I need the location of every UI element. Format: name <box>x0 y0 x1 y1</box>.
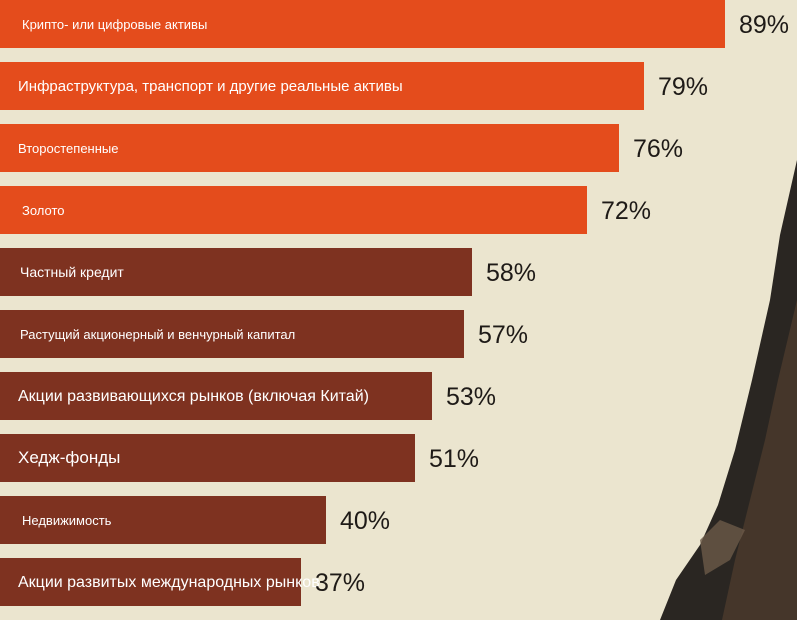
bar-category-label: Растущий акционерный и венчурный капитал <box>20 327 295 342</box>
bar-value-label: 76% <box>633 135 683 163</box>
bar <box>0 372 432 420</box>
bar-row: Второстепенные 76% <box>0 124 683 172</box>
bar-category-label: Инфраструктура, транспорт и другие реаль… <box>18 78 403 95</box>
bar-category-label: Крипто- или цифровые активы <box>22 17 207 32</box>
bar-value-label: 72% <box>601 197 651 225</box>
bar <box>0 248 472 296</box>
bar <box>0 496 326 544</box>
bar-category-label: Акции развитых международных рынков <box>18 574 320 591</box>
bar-value-label: 40% <box>340 507 390 535</box>
bar-category-label: Акции развивающихся рынков (включая Кита… <box>18 388 369 405</box>
bar-value-label: 58% <box>486 259 536 287</box>
bar-row: Золото 72% <box>0 186 651 234</box>
bar-row: Крипто- или цифровые активы 89% <box>0 0 789 48</box>
bar <box>0 124 619 172</box>
bar-value-label: 37% <box>315 569 365 597</box>
bar-category-label: Частный кредит <box>20 264 124 280</box>
bar <box>0 62 644 110</box>
bar-row: Хедж-фонды 51% <box>0 434 479 482</box>
bar-value-label: 57% <box>478 321 528 349</box>
bar-value-label: 89% <box>739 11 789 39</box>
bar-category-label: Хедж-фонды <box>18 448 120 467</box>
bar <box>0 434 415 482</box>
bar-row: Растущий акционерный и венчурный капитал… <box>0 310 528 358</box>
bar <box>0 310 464 358</box>
bar <box>0 186 587 234</box>
bar-row: Недвижимость 40% <box>0 496 390 544</box>
bar-category-label: Золото <box>22 203 65 218</box>
bar-value-label: 51% <box>429 445 479 473</box>
bar-category-label: Недвижимость <box>22 513 112 528</box>
bar-row: Акции развивающихся рынков (включая Кита… <box>0 372 496 420</box>
bar-value-label: 79% <box>658 73 708 101</box>
bar-category-label: Второстепенные <box>18 141 118 156</box>
bar-row: Частный кредит 58% <box>0 248 536 296</box>
bar <box>0 558 301 606</box>
bar <box>0 0 725 48</box>
bar-value-label: 53% <box>446 383 496 411</box>
bar-row: Инфраструктура, транспорт и другие реаль… <box>0 62 708 110</box>
